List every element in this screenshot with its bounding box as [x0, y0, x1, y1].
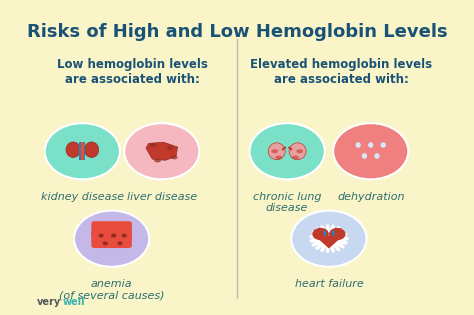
- FancyArrowPatch shape: [317, 229, 327, 237]
- Circle shape: [124, 123, 200, 179]
- Text: dehydration: dehydration: [337, 192, 404, 202]
- FancyArrowPatch shape: [313, 232, 327, 238]
- Ellipse shape: [368, 142, 374, 148]
- FancyArrowPatch shape: [283, 147, 285, 149]
- Ellipse shape: [150, 143, 157, 147]
- Ellipse shape: [167, 146, 173, 150]
- Polygon shape: [146, 142, 178, 160]
- Circle shape: [45, 123, 120, 179]
- Text: anemia
(of several causes): anemia (of several causes): [59, 279, 164, 301]
- FancyArrowPatch shape: [322, 241, 328, 250]
- Ellipse shape: [292, 156, 299, 159]
- Ellipse shape: [289, 143, 306, 160]
- FancyArrowPatch shape: [313, 240, 327, 245]
- FancyArrowPatch shape: [311, 239, 326, 241]
- FancyArrowPatch shape: [332, 234, 346, 238]
- Bar: [81, 142, 83, 160]
- Circle shape: [99, 234, 104, 238]
- Circle shape: [111, 234, 116, 238]
- Ellipse shape: [374, 153, 380, 159]
- Circle shape: [329, 228, 346, 240]
- Circle shape: [312, 228, 329, 240]
- Ellipse shape: [154, 159, 161, 163]
- Text: kidney disease: kidney disease: [41, 192, 124, 202]
- Bar: [80, 142, 85, 160]
- FancyBboxPatch shape: [91, 231, 132, 248]
- Ellipse shape: [268, 143, 285, 160]
- Ellipse shape: [84, 142, 99, 158]
- Circle shape: [333, 123, 409, 179]
- Ellipse shape: [362, 153, 367, 159]
- Text: chronic lung
disease: chronic lung disease: [253, 192, 321, 214]
- Ellipse shape: [356, 142, 361, 148]
- FancyArrowPatch shape: [331, 241, 338, 249]
- Ellipse shape: [296, 149, 303, 153]
- FancyArrowPatch shape: [330, 226, 333, 236]
- Circle shape: [249, 123, 325, 179]
- Circle shape: [118, 241, 123, 245]
- FancyArrowPatch shape: [331, 228, 338, 237]
- FancyArrowPatch shape: [330, 241, 333, 251]
- Ellipse shape: [381, 142, 386, 148]
- FancyArrowPatch shape: [332, 239, 346, 243]
- Text: very: very: [36, 297, 61, 307]
- FancyArrowPatch shape: [322, 227, 328, 236]
- Ellipse shape: [275, 156, 282, 159]
- Circle shape: [292, 211, 366, 267]
- Text: Risks of High and Low Hemoglobin Levels: Risks of High and Low Hemoglobin Levels: [27, 23, 447, 41]
- Circle shape: [103, 241, 108, 245]
- Text: heart failure: heart failure: [294, 279, 364, 289]
- Text: Elevated hemoglobin levels
are associated with:: Elevated hemoglobin levels are associate…: [250, 58, 433, 86]
- Text: liver disease: liver disease: [127, 192, 197, 202]
- Ellipse shape: [271, 149, 278, 153]
- FancyArrowPatch shape: [331, 240, 343, 247]
- Ellipse shape: [171, 156, 178, 159]
- Text: well: well: [62, 297, 85, 307]
- Circle shape: [121, 234, 127, 238]
- Ellipse shape: [66, 142, 80, 158]
- Circle shape: [74, 211, 149, 267]
- Text: Low hemoglobin levels
are associated with:: Low hemoglobin levels are associated wit…: [57, 58, 208, 86]
- FancyArrowPatch shape: [311, 237, 326, 238]
- FancyArrowPatch shape: [317, 240, 327, 248]
- Polygon shape: [315, 236, 343, 249]
- FancyBboxPatch shape: [91, 221, 132, 239]
- FancyArrowPatch shape: [289, 147, 292, 149]
- FancyArrowPatch shape: [331, 231, 343, 237]
